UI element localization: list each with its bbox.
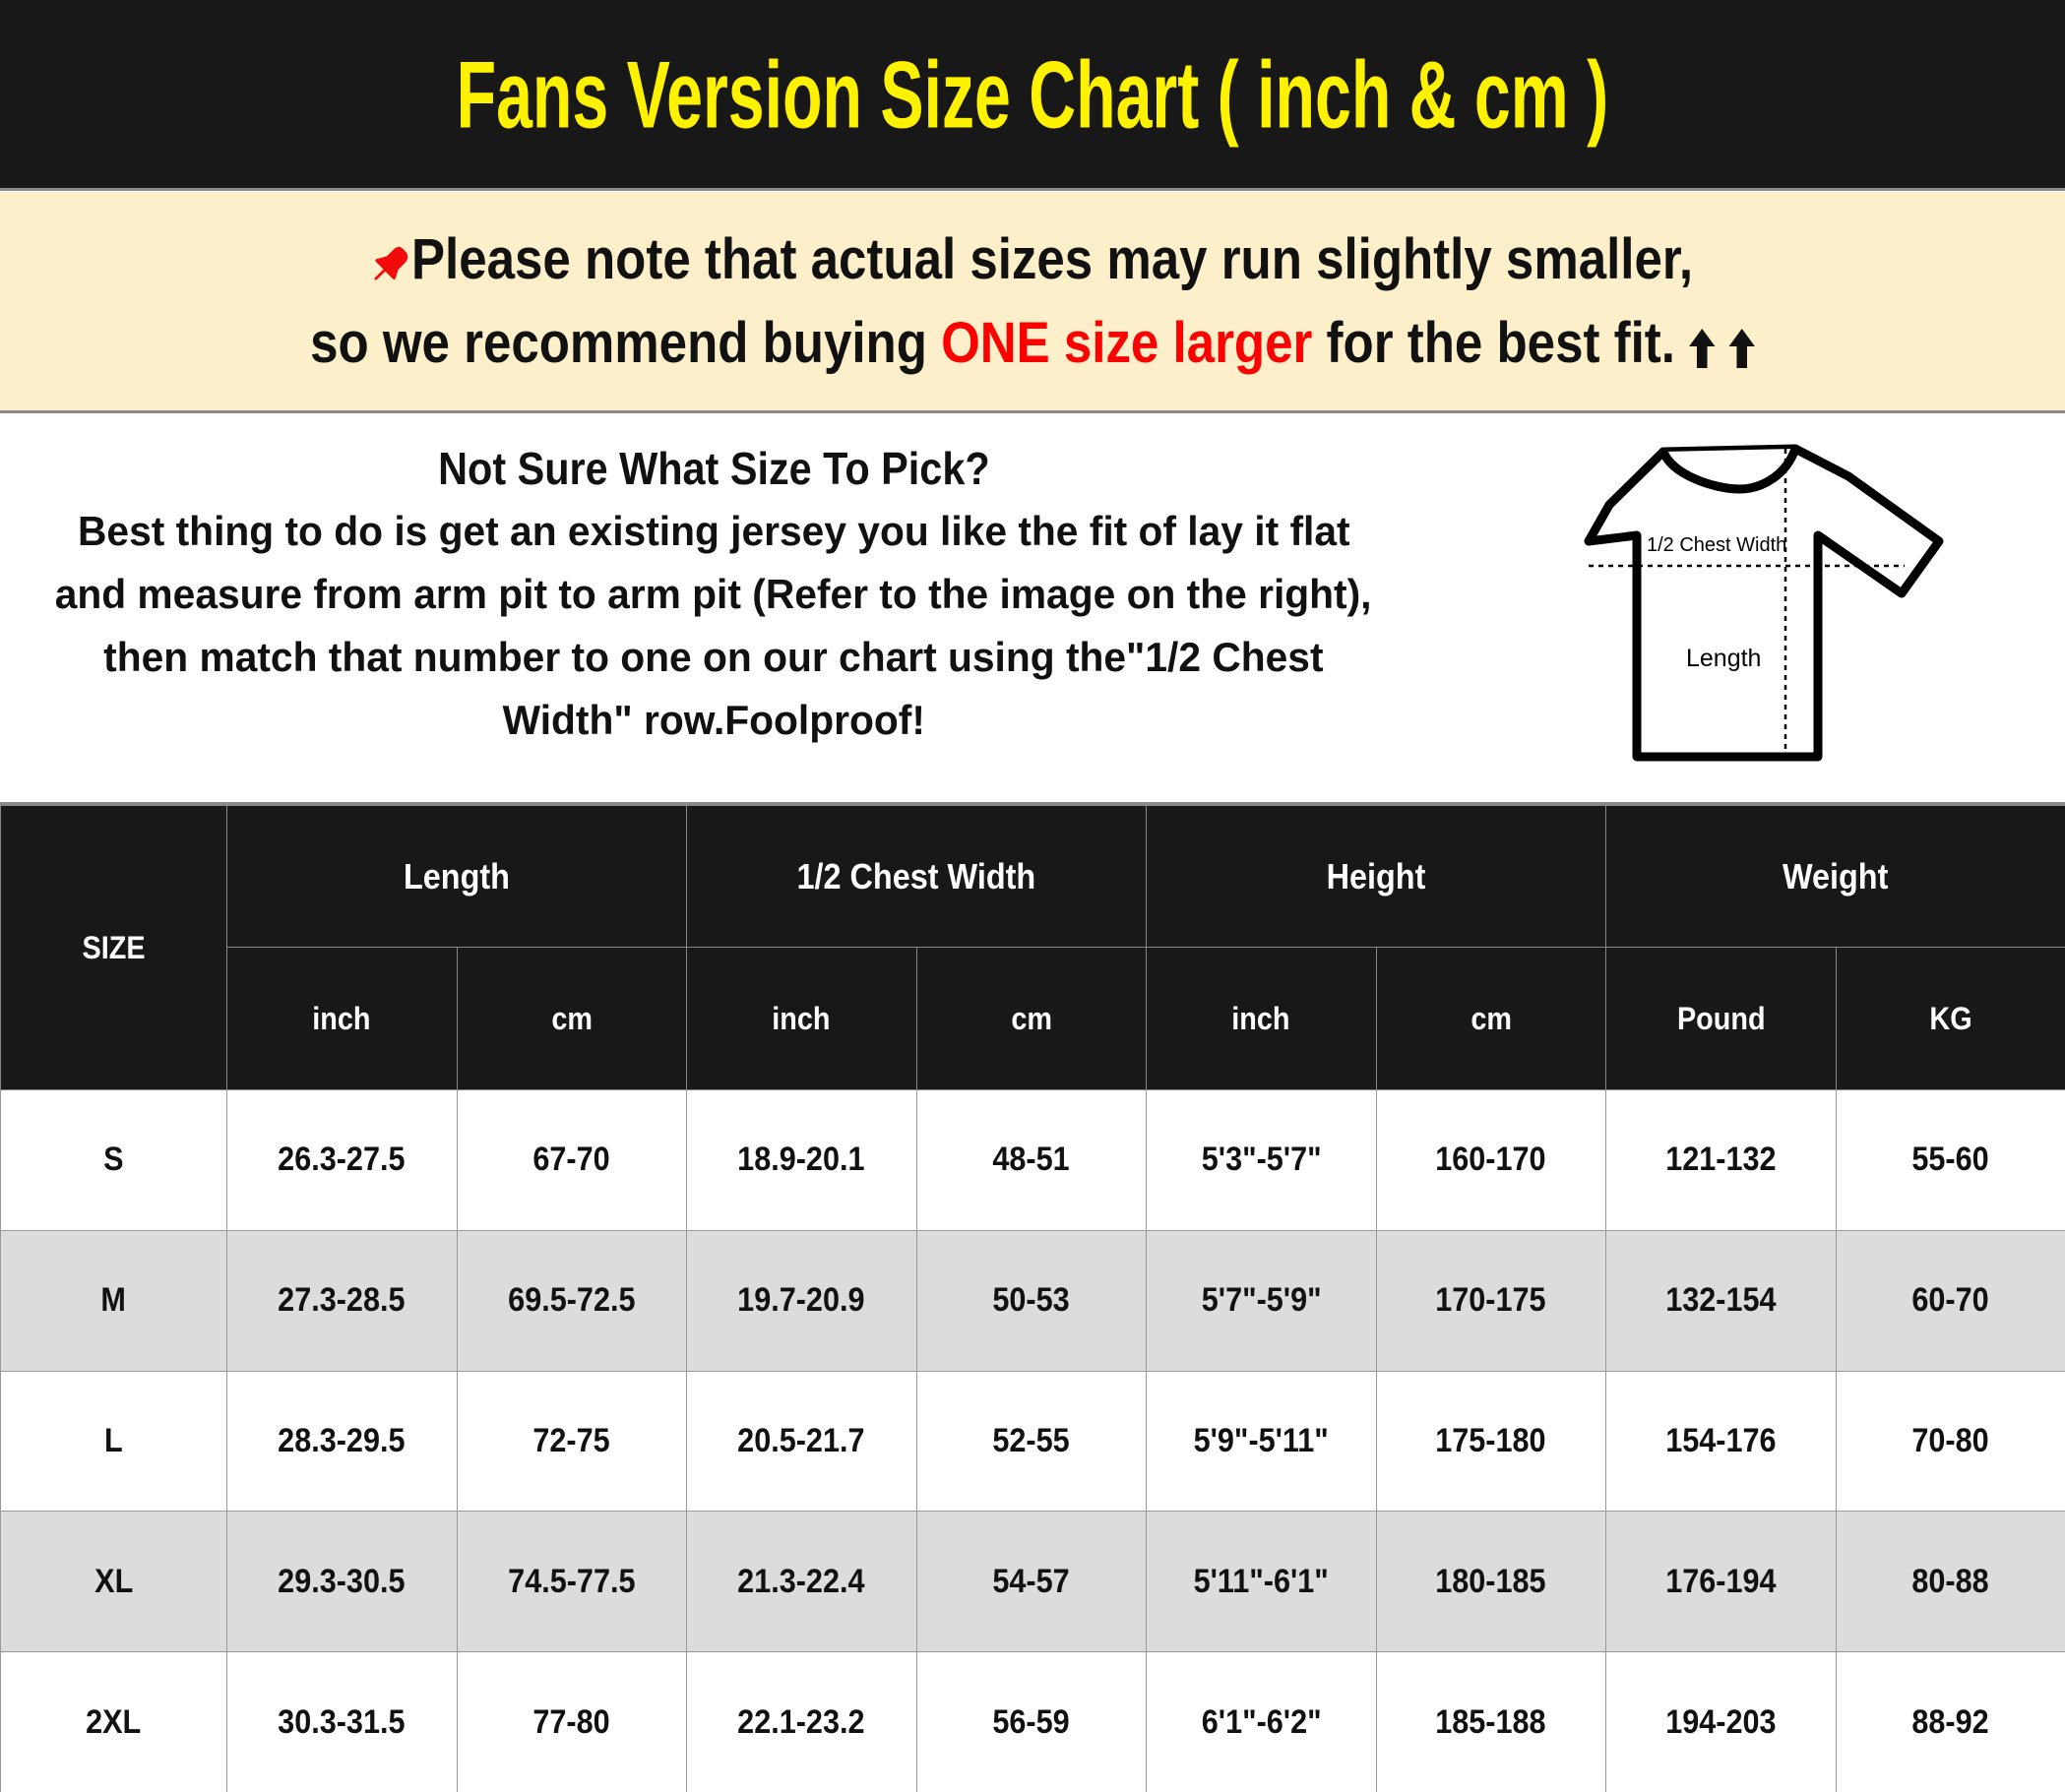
svg-text:1/2 Chest Width: 1/2 Chest Width [1647, 534, 1786, 556]
svg-text:Length: Length [1686, 645, 1761, 672]
